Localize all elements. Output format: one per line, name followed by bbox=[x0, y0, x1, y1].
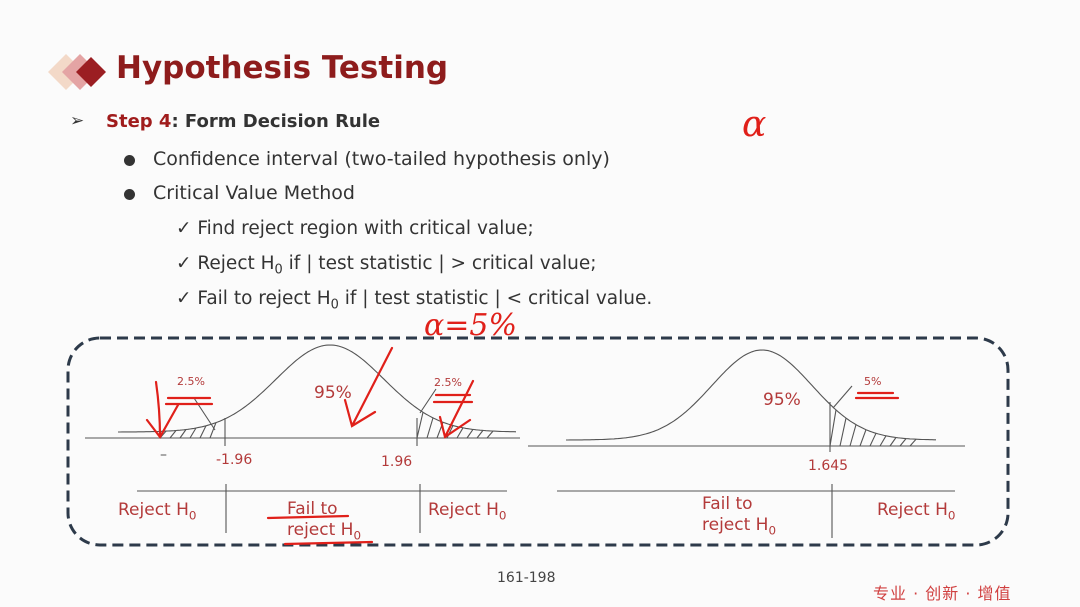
crit-right-label: 1.96 bbox=[381, 454, 413, 470]
left-reject-hatch bbox=[159, 422, 217, 439]
dashed-frame bbox=[66, 336, 1010, 547]
subscript: 0 bbox=[274, 262, 283, 278]
page-number: 161-198 bbox=[497, 570, 556, 586]
footer-slogan: 专业 · 创新 · 增值 bbox=[873, 584, 1012, 603]
check-text: Find reject region with critical value; bbox=[197, 218, 534, 239]
region-fail-line2: reject H0 bbox=[702, 515, 777, 538]
one-tailed-distribution bbox=[528, 349, 965, 538]
page-title: Hypothesis Testing bbox=[116, 50, 449, 86]
check-item: ✓ Fail to reject H0 if | test statistic … bbox=[176, 288, 653, 313]
crit-left-label: -1.96 bbox=[216, 452, 253, 468]
right-reject-hatch bbox=[416, 412, 494, 439]
check-item: ✓ Find reject region with critical value… bbox=[176, 218, 534, 239]
two-tailed-distribution bbox=[85, 344, 520, 533]
region-reject-right: Reject H0 bbox=[428, 500, 507, 523]
pointer-right bbox=[419, 388, 437, 414]
subscript: 0 bbox=[330, 297, 339, 313]
step-title: : Form Decision Rule bbox=[171, 111, 381, 132]
bullet-item: Confidence interval (two-tailed hypothes… bbox=[153, 148, 610, 170]
tail-right-pct: 2.5% bbox=[434, 376, 462, 389]
normal-curve bbox=[118, 344, 517, 433]
minus-mark: – bbox=[160, 447, 167, 463]
normal-curve bbox=[566, 349, 936, 441]
region-fail-line1: Fail to bbox=[287, 499, 338, 519]
check-item: ✓ Reject H0 if | test statistic | > crit… bbox=[176, 253, 597, 278]
region-fail-line1: Fail to bbox=[702, 494, 753, 514]
region-reject: Reject H0 bbox=[877, 500, 956, 523]
pointer bbox=[832, 385, 853, 409]
bullet-dot-icon bbox=[124, 155, 135, 166]
arrow-bullet-icon: ➢ bbox=[70, 111, 85, 131]
reject-hatch bbox=[829, 409, 917, 447]
handwritten-ink bbox=[145, 346, 900, 546]
handwritten-alpha: α bbox=[742, 104, 767, 145]
tail-pct: 5% bbox=[864, 375, 882, 388]
bullet-item: Critical Value Method bbox=[153, 182, 355, 204]
logo-diamonds bbox=[48, 54, 106, 90]
crit-label: 1.645 bbox=[808, 458, 849, 474]
check-text: Reject H bbox=[197, 253, 275, 274]
step-heading: Step 4: Form Decision Rule bbox=[106, 111, 380, 132]
step-label: Step 4 bbox=[106, 111, 172, 132]
center-pct: 95% bbox=[314, 383, 352, 403]
pointer-left bbox=[193, 397, 216, 431]
check-text: Fail to reject H bbox=[197, 288, 331, 309]
check-text: if | test statistic | > critical value; bbox=[282, 253, 597, 274]
region-fail-line2: reject H0 bbox=[287, 520, 362, 543]
center-pct: 95% bbox=[763, 390, 801, 410]
check-text: if | test statistic | < critical value. bbox=[338, 288, 653, 309]
handwritten-alpha-equals: α=5% bbox=[424, 308, 517, 343]
region-reject-left: Reject H0 bbox=[118, 500, 197, 523]
bullet-dot-icon bbox=[124, 189, 135, 200]
tail-left-pct: 2.5% bbox=[177, 375, 205, 388]
